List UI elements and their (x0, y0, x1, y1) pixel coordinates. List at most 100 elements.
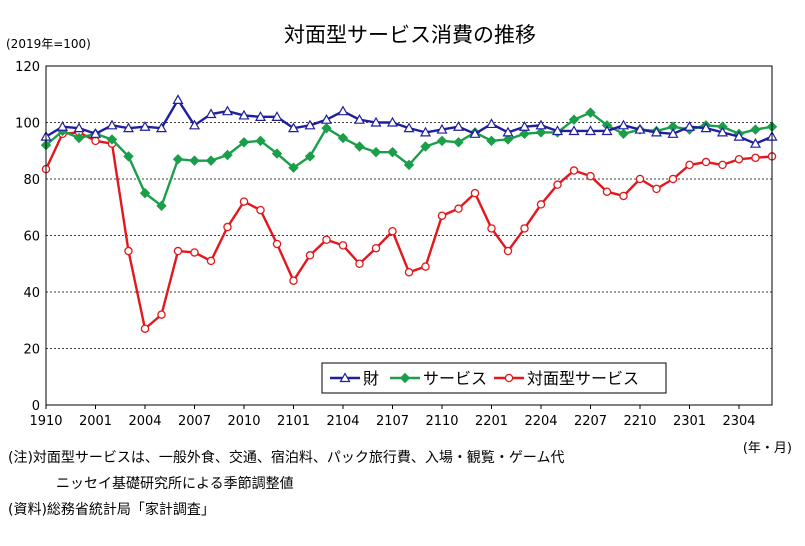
data-point (387, 146, 398, 158)
data-point (221, 105, 234, 116)
data-point (421, 262, 430, 271)
data-point (287, 122, 300, 133)
x-tick-label: 2001 (79, 414, 112, 429)
legend-entry: 対面型サービス (494, 369, 639, 388)
data-point (370, 116, 382, 127)
data-point (205, 108, 217, 119)
data-point (305, 251, 315, 260)
data-point (139, 187, 151, 199)
data-point (452, 121, 465, 131)
data-point (354, 141, 365, 152)
data-point (256, 205, 265, 215)
data-point (618, 128, 629, 140)
data-point (271, 111, 283, 121)
data-point (238, 109, 250, 120)
data-point (668, 174, 678, 184)
data-point (453, 137, 464, 148)
data-point (535, 127, 547, 138)
x-tick-label: 2004 (128, 414, 161, 429)
data-point (419, 126, 432, 137)
data-point (206, 256, 216, 266)
data-point (238, 137, 250, 148)
series-line (45, 98, 773, 145)
data-point (222, 149, 233, 161)
x-tick-label: 2204 (524, 414, 557, 429)
legend-label: サービス (423, 369, 487, 388)
data-point (320, 113, 333, 124)
data-point (190, 248, 199, 257)
series-1 (40, 94, 778, 148)
note-line-2: ニッセイ基礎研究所による季節調整値 (56, 476, 294, 492)
data-point (288, 162, 299, 173)
data-point (634, 123, 646, 134)
data-point (106, 119, 118, 130)
data-point (436, 135, 448, 147)
y-tick-label: 60 (23, 230, 40, 245)
data-point (485, 118, 498, 129)
x-tick-label: 2210 (623, 414, 656, 429)
x-tick-label: 2104 (326, 414, 359, 429)
data-point (157, 310, 166, 319)
data-point (322, 235, 331, 244)
data-point (584, 125, 597, 136)
data-point (123, 151, 134, 162)
data-point (189, 155, 200, 166)
x-tick-label: 2007 (178, 414, 211, 429)
data-point (650, 126, 663, 137)
data-point (536, 200, 546, 209)
data-point (502, 134, 514, 145)
data-point (551, 125, 564, 136)
data-point (56, 121, 69, 131)
legend-label: 対面型サービス (527, 369, 639, 388)
data-point (321, 122, 332, 134)
data-point (337, 132, 349, 144)
data-point (503, 246, 513, 256)
data-point (420, 141, 431, 152)
x-tick-label: 2010 (227, 414, 260, 429)
data-point (404, 267, 414, 277)
data-point (156, 200, 167, 212)
data-point (272, 239, 282, 249)
data-point (750, 124, 761, 135)
data-point (619, 191, 628, 201)
data-point (223, 222, 232, 232)
data-point (519, 128, 530, 140)
data-point (553, 180, 562, 189)
data-point (586, 171, 595, 181)
data-point (535, 119, 547, 130)
data-point (73, 122, 85, 133)
data-point (734, 154, 744, 164)
data-point (469, 128, 481, 138)
data-point (388, 227, 397, 236)
data-point (470, 188, 480, 198)
data-point (617, 119, 630, 130)
data-point (635, 174, 645, 184)
data-point (718, 160, 727, 170)
data-point (89, 128, 102, 138)
data-point (304, 151, 316, 162)
data-point (124, 246, 133, 256)
y-axis-ticks: 0 20 40 60 80 100 120 (15, 60, 40, 414)
data-point (486, 135, 497, 147)
y-tick-label: 0 (32, 399, 40, 414)
data-point (353, 113, 366, 124)
legend-entry: 財 (330, 369, 379, 388)
data-point (520, 224, 529, 233)
y-tick-label: 100 (15, 117, 40, 132)
legend-marker (339, 372, 351, 383)
data-point (370, 146, 382, 158)
data-point (751, 153, 760, 163)
data-point (685, 160, 694, 170)
data-point (700, 122, 712, 133)
data-point (652, 184, 661, 194)
x-axis-ticks: 1910 2001 2004 2007 2010 2101 2104 2107 2110 2201… (29, 405, 756, 429)
legend-entry: サービス (390, 369, 487, 388)
data-point (155, 122, 168, 133)
data-point (601, 125, 613, 136)
data-point (568, 114, 580, 125)
legend-marker (399, 372, 411, 384)
data-point (437, 211, 447, 220)
data-point (683, 121, 696, 131)
data-point (355, 259, 364, 268)
